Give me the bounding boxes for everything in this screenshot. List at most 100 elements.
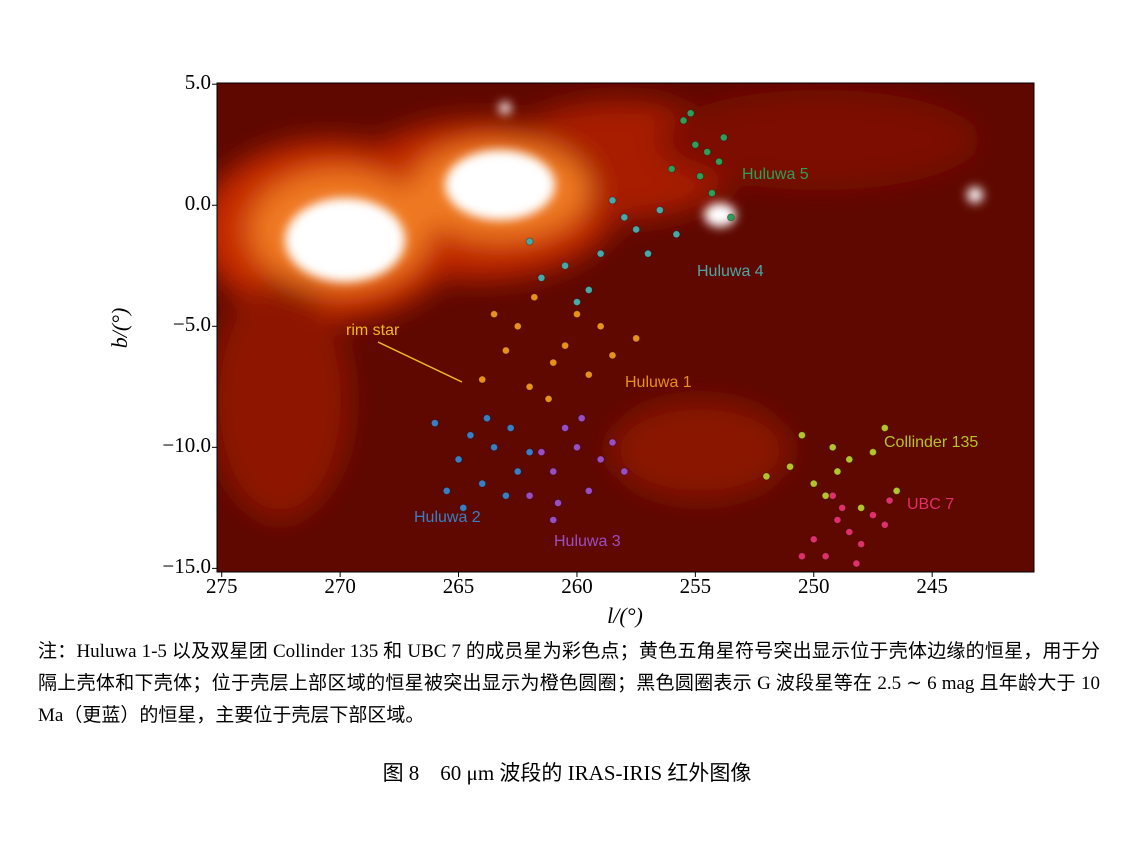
y-tick-label: 0.0 [185,191,211,215]
figure: rim star l/(°) b/(°) 275 270 265 260 255 250 2… [107,70,1035,628]
y-tick-label: −5.0 [173,312,211,336]
x-tick-label: 275 [206,574,238,598]
point [852,559,861,568]
x-tick-label: 245 [916,574,948,598]
point [686,109,695,118]
point [679,116,688,125]
point [490,310,498,319]
point [530,293,539,302]
plot-frame [216,82,1035,573]
point [857,540,866,549]
y-tick-label: 5.0 [185,70,211,94]
point [869,511,877,520]
point [525,382,534,391]
point [845,455,854,464]
series-label: Huluwa 3 [554,533,621,550]
point [478,479,487,488]
point [549,467,558,476]
point [869,448,877,457]
point [620,213,629,222]
point [798,431,806,440]
point [466,431,475,440]
point [502,346,510,355]
point [620,467,629,476]
point [608,438,617,447]
point [608,196,617,205]
point [537,273,546,282]
infrared-image [217,83,1034,572]
point [715,157,723,166]
annotation-arrow [377,341,463,383]
point [708,189,716,198]
series-label: UBC 7 [907,496,954,513]
point [809,535,818,544]
point [561,341,570,350]
point [696,172,704,181]
point [502,491,510,500]
point [513,467,522,476]
point [655,206,664,214]
point [719,133,728,142]
point [838,503,847,512]
point [608,351,617,360]
point [703,148,712,156]
points [430,109,901,568]
point [561,424,570,432]
point [525,237,534,246]
point [857,503,866,512]
point [798,552,806,561]
point [596,455,605,464]
point [525,448,534,457]
point [691,140,700,149]
point [821,491,830,500]
point [667,165,676,173]
point [833,516,842,524]
y-tick-label: −15.0 [162,554,211,578]
point [490,443,498,452]
x-tick-label: 270 [324,574,356,598]
annotation: rim star [346,322,400,339]
figure-note: 注：Huluwa 1-5 以及双星团 Collinder 135 和 UBC 7… [38,641,1100,726]
x-axis-label: l/(°) [607,603,643,628]
figure-caption: 图 8 60 μm 波段的 IRAS-IRIS 红外图像 [382,761,752,785]
point [454,455,463,464]
point [478,375,487,384]
point [596,249,605,258]
point [726,213,735,222]
point [892,487,901,495]
point [833,467,842,476]
series-label: Collinder 135 [884,434,978,451]
point [573,310,581,319]
point [459,503,468,512]
point [828,443,837,452]
point [786,462,794,471]
point [596,322,605,331]
point [483,414,491,423]
point [554,499,562,507]
point [828,491,837,500]
point [506,424,515,432]
point [880,424,889,432]
point [544,395,553,403]
point [442,487,451,495]
series-label: Huluwa 1 [625,374,692,391]
point [632,334,641,343]
point [845,528,854,536]
point [644,249,652,258]
point [885,496,894,505]
x-tick-label: 255 [680,574,712,598]
point [584,370,593,379]
point [549,516,558,524]
y-axis-label: b/(°) [107,308,132,349]
point [513,322,522,331]
x-tick-label: 250 [798,574,830,598]
y-tick-label: −10.0 [162,433,211,457]
point [573,298,581,306]
point [573,443,581,452]
point [762,472,771,481]
point [880,520,889,529]
point [561,261,570,270]
point [577,414,586,423]
point [821,552,830,561]
